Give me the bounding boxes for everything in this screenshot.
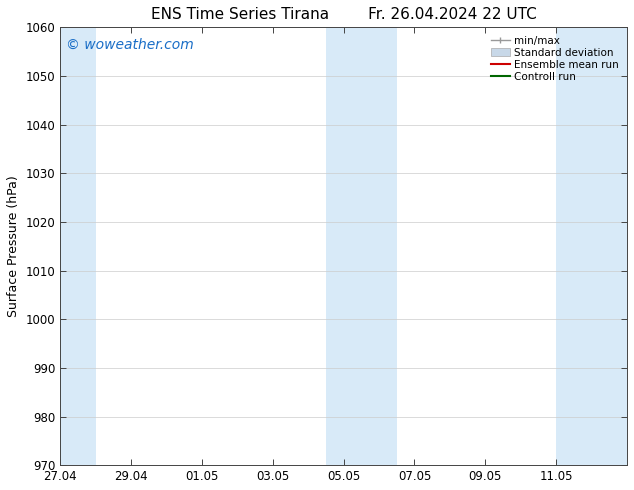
Bar: [556, 27, 627, 465]
Y-axis label: Surface Pressure (hPa): Surface Pressure (hPa): [7, 175, 20, 317]
Legend: min/max, Standard deviation, Ensemble mean run, Controll run: min/max, Standard deviation, Ensemble me…: [488, 32, 622, 85]
Bar: [326, 27, 397, 465]
Bar: [60, 27, 96, 465]
Title: ENS Time Series Tirana        Fr. 26.04.2024 22 UTC: ENS Time Series Tirana Fr. 26.04.2024 22…: [151, 7, 536, 22]
Text: © woweather.com: © woweather.com: [66, 38, 193, 52]
